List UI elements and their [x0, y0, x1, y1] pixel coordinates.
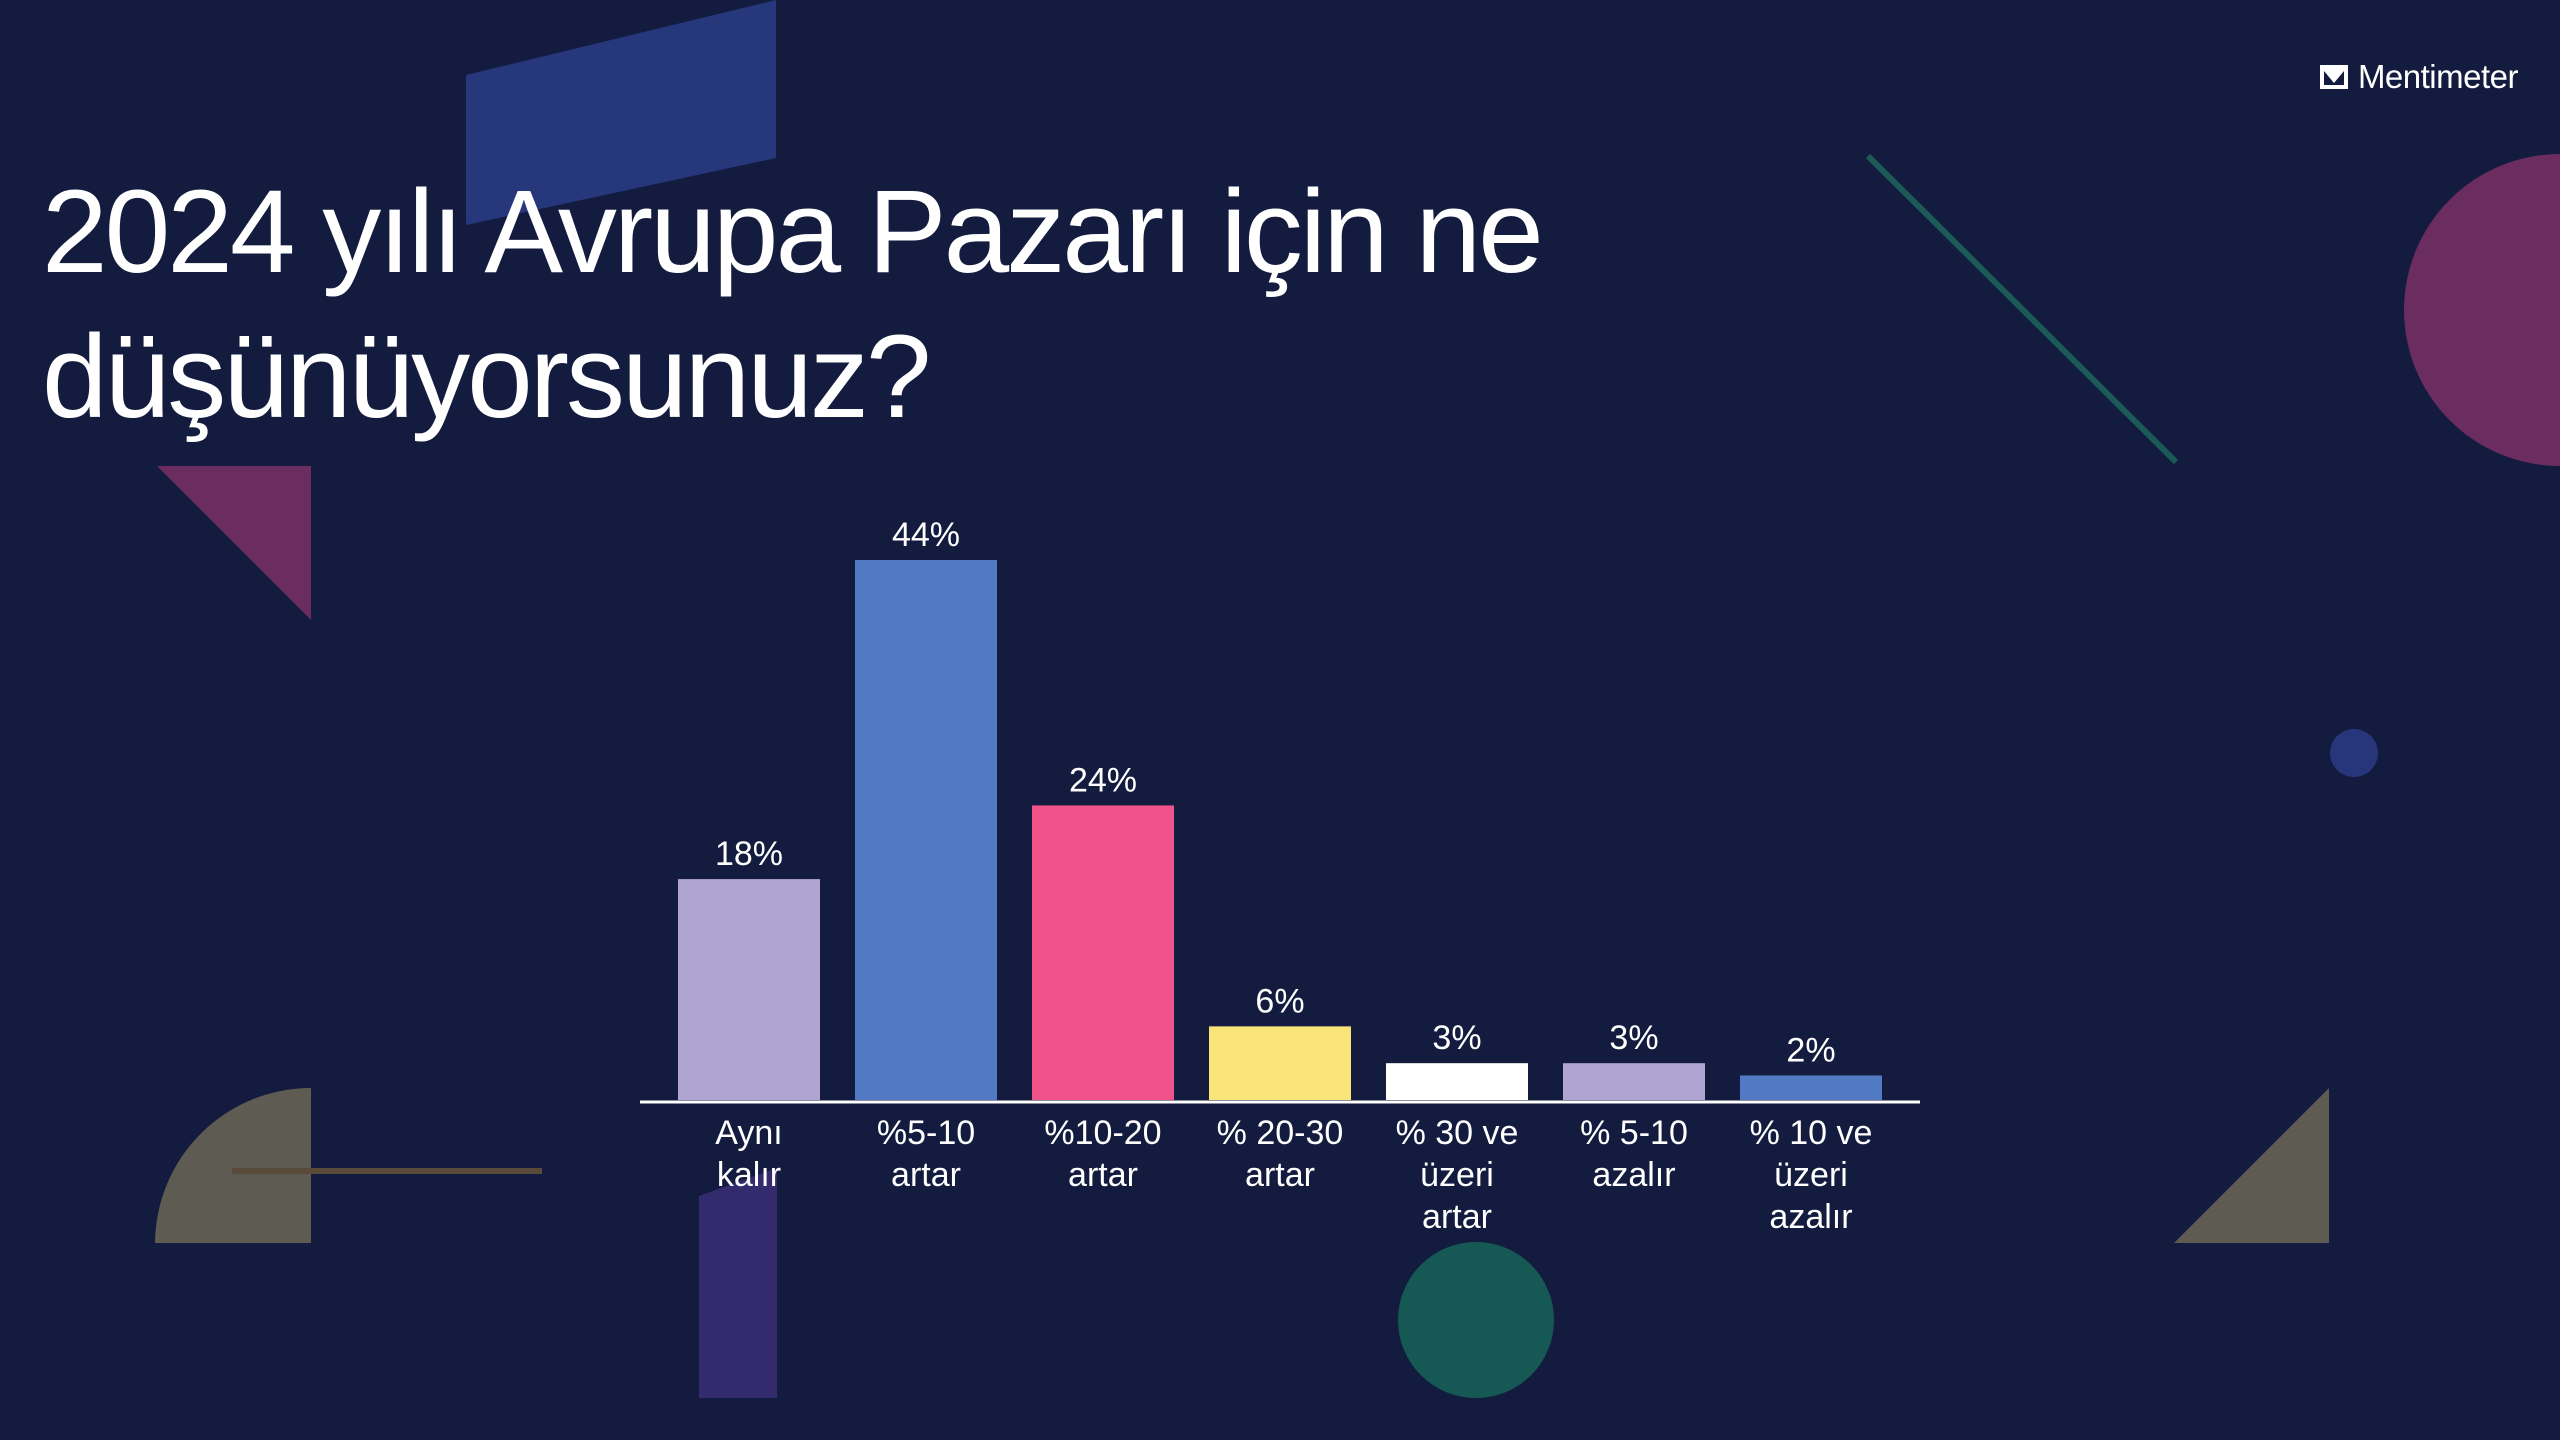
value-label-6: 3% — [1609, 1019, 1658, 1057]
value-label-3: 24% — [1069, 761, 1137, 799]
value-label-4: 6% — [1255, 982, 1304, 1020]
category-label-line: üzeri — [1420, 1156, 1494, 1194]
category-label-line: artar — [891, 1156, 961, 1194]
category-label-5: % 30 ve üzeri artar — [1396, 1114, 1519, 1236]
category-label-line: Aynı — [715, 1114, 782, 1152]
category-label-4: % 20-30 artar — [1217, 1114, 1344, 1194]
category-label-line: artar — [1422, 1198, 1492, 1236]
category-label-line: üzeri — [1774, 1156, 1848, 1194]
bar-5 — [1386, 1063, 1528, 1100]
category-label-line: % 5-10 — [1580, 1114, 1688, 1152]
value-label-7: 2% — [1786, 1031, 1835, 1069]
category-label-line: % 20-30 — [1217, 1114, 1344, 1152]
category-label-line: kalır — [717, 1156, 781, 1194]
category-label-line: azalır — [1592, 1156, 1675, 1194]
page-title: 2024 yılı Avrupa Pazarı için ne düşünüyo… — [42, 166, 1544, 443]
mentimeter-mark-icon — [2319, 65, 2348, 89]
bar-1 — [678, 879, 820, 1100]
bar-4 — [1209, 1026, 1351, 1100]
category-label-3: %10-20 artar — [1044, 1114, 1161, 1194]
value-label-5: 3% — [1432, 1019, 1481, 1057]
category-label-1: Aynı kalır — [715, 1114, 782, 1194]
bar-6 — [1563, 1063, 1705, 1100]
category-label-line: %5-10 — [877, 1114, 975, 1152]
category-label-line: %10-20 — [1044, 1114, 1161, 1152]
brand-name: Mentimeter — [2357, 58, 2519, 95]
category-label-7: % 10 ve üzeri azalır — [1750, 1114, 1873, 1236]
category-label-2: %5-10 artar — [877, 1114, 975, 1194]
bar-3 — [1032, 805, 1174, 1100]
value-label-1: 18% — [715, 835, 783, 873]
category-label-line: artar — [1245, 1156, 1315, 1194]
mentimeter-logo: Mentimeter — [2319, 58, 2519, 96]
category-label-line: % 10 ve — [1750, 1114, 1873, 1152]
category-label-line: artar — [1068, 1156, 1138, 1194]
value-label-2: 44% — [892, 516, 960, 554]
bar-2 — [855, 560, 997, 1100]
category-label-6: % 5-10 azalır — [1580, 1114, 1688, 1194]
bar-7 — [1740, 1075, 1882, 1100]
category-label-line: % 30 ve — [1396, 1114, 1519, 1152]
category-label-line: azalır — [1769, 1198, 1852, 1236]
